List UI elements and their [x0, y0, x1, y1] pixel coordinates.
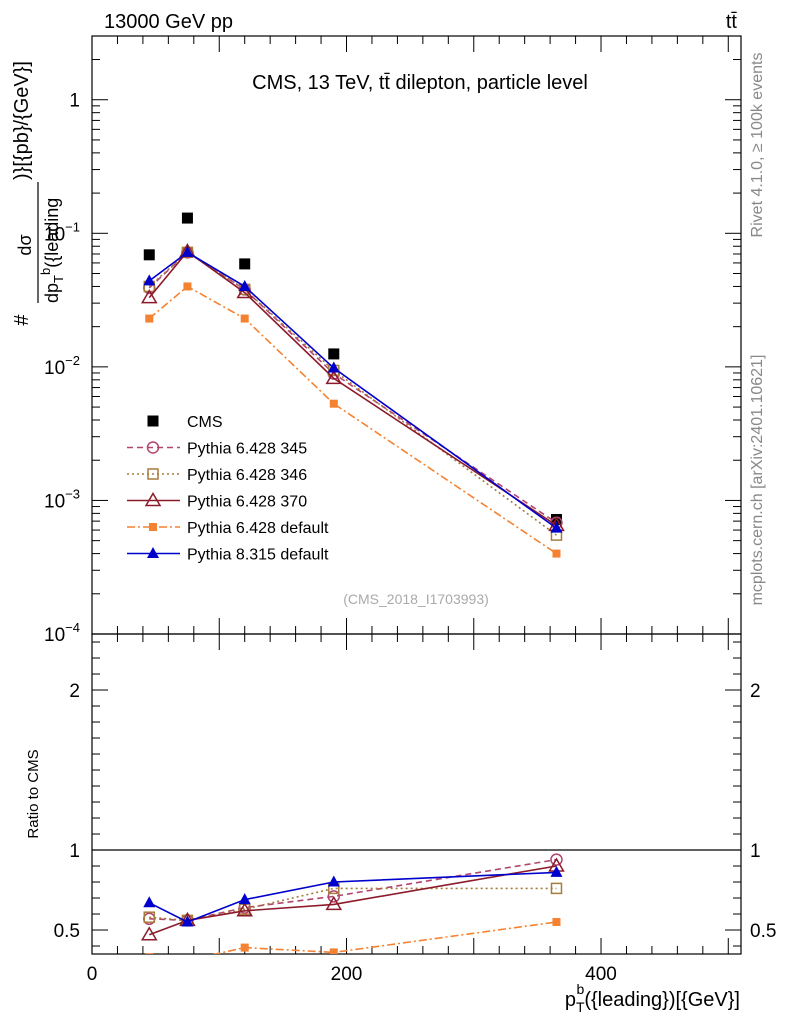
data-point [239, 258, 251, 270]
ratio-y-tick-label: 0.5 [54, 921, 80, 942]
data-point [143, 911, 156, 923]
data-point [143, 274, 156, 286]
legend-entry: Pythia 8.315 default [127, 547, 329, 564]
x-tick-label: 0 [87, 964, 98, 985]
y-label-suffix: )}[{pb}/{GeV}] [11, 61, 33, 180]
data-point [236, 902, 254, 917]
data-point [145, 314, 154, 323]
ratio-series-group [140, 853, 565, 964]
y-label-numerator: dσ [15, 234, 35, 255]
legend: CMS Pythia 6.428 345 Pythia 6.428 346 Pythi… [127, 414, 329, 564]
data-point [183, 956, 191, 964]
data-point [140, 289, 158, 304]
data-point [236, 284, 254, 299]
y-tick-label: 10−1 [44, 219, 80, 245]
legend-entry: Pythia 6.428 370 [127, 492, 307, 511]
y-label-prefix: # [11, 314, 33, 326]
main-y-axis-label: # dσ dpTb({leading )}[{pb}/{GeV}] [11, 61, 66, 326]
ratio-series-line [149, 887, 557, 922]
data-point [149, 523, 157, 531]
data-point [183, 282, 192, 291]
ratio-plot-frame [91, 633, 742, 955]
data-point [143, 896, 156, 908]
data-point [329, 948, 338, 954]
data-point [146, 441, 160, 454]
data-point [147, 547, 159, 558]
plot-title: CMS, 13 TeV, tt̄ dilepton, particle leve… [252, 72, 588, 94]
legend-label: Pythia 6.428 345 [187, 441, 307, 458]
mcplots-label: mcplots.cern.ch [arXiv:2401.10621] [749, 355, 766, 606]
data-point [325, 369, 343, 385]
legend-label: Pythia 8.315 default [187, 547, 329, 564]
legend-entry: Pythia 6.428 default [127, 520, 329, 537]
ratio-y-axis-label: Ratio to CMS [25, 749, 42, 838]
collision-label: 13000 GeV pp [104, 11, 233, 33]
data-point [327, 875, 340, 887]
ratio-series-3 [145, 918, 561, 964]
x-tick-label: 400 [585, 964, 617, 985]
data-point [240, 943, 249, 952]
data-point [552, 549, 561, 558]
data-point [238, 893, 251, 905]
ratio-series-line [212, 921, 557, 954]
legend-entry: Pythia 6.428 346 [127, 467, 307, 484]
legend-label: CMS [187, 414, 223, 431]
ratio-series-2 [140, 857, 565, 941]
y-tick-label: 10−4 [44, 620, 80, 646]
main-plot-frame [91, 35, 742, 635]
data-point [147, 468, 159, 480]
ratio-series-4 [143, 865, 563, 927]
data-point [140, 926, 158, 941]
legend-label: Pythia 6.428 default [187, 520, 329, 537]
data-point [143, 249, 155, 261]
y-label-denominator: dpTb({leading [38, 198, 66, 303]
data-point [327, 361, 340, 373]
ratio-y-tick-label-right: 1 [750, 841, 761, 862]
legend-label: Pythia 6.428 370 [187, 494, 307, 511]
ratio-y-tick-label-right: 2 [750, 681, 761, 702]
legend-entry: CMS [147, 414, 223, 431]
data-point [238, 279, 251, 291]
data-point [240, 314, 249, 323]
rivet-version-label: Rivet 4.1.0, ≥ 100k events [749, 53, 766, 238]
data-point [550, 521, 563, 533]
ratio-y-tick-label: 2 [69, 681, 80, 702]
data-point [144, 492, 162, 507]
data-point [328, 348, 340, 360]
data-point [147, 415, 159, 427]
data-point [329, 399, 338, 408]
data-point [550, 865, 563, 877]
data-point [181, 915, 194, 927]
main-series-group [140, 212, 565, 558]
ratio-y-tick-label-right: 0.5 [750, 921, 776, 942]
data-point [145, 953, 154, 954]
y-tick-label: 10−2 [44, 353, 80, 379]
ratio-series-line [148, 865, 557, 936]
axis-ticks: 1 10−1 10−2 10−3 10−4 0 200 400 0.5 0.5 1 1 2 2 [44, 35, 776, 985]
ratio-y-tick-label: 1 [69, 841, 80, 862]
data-point [181, 212, 193, 224]
x-tick-label: 200 [331, 964, 363, 985]
data-point [552, 918, 561, 926]
y-tick-label: 10−3 [44, 486, 80, 512]
data-point [327, 890, 341, 903]
analysis-id-label: (CMS_2018_I1703993) [343, 591, 489, 607]
data-point [550, 853, 563, 866]
series-line [148, 250, 557, 527]
legend-label: Pythia 6.428 346 [187, 467, 307, 484]
ratio-series-1 [143, 882, 563, 927]
process-label: tt̄ [726, 11, 738, 33]
y-tick-label: 1 [69, 91, 80, 112]
data-point [181, 245, 194, 257]
legend-entry: Pythia 6.428 345 [127, 441, 307, 458]
ratio-series-line [149, 858, 557, 922]
x-axis-label: pTb({leading})[{GeV}] [565, 981, 740, 1015]
series-5 [143, 245, 563, 533]
data-point [325, 895, 343, 911]
data-point [550, 882, 563, 895]
series-4 [145, 282, 561, 558]
